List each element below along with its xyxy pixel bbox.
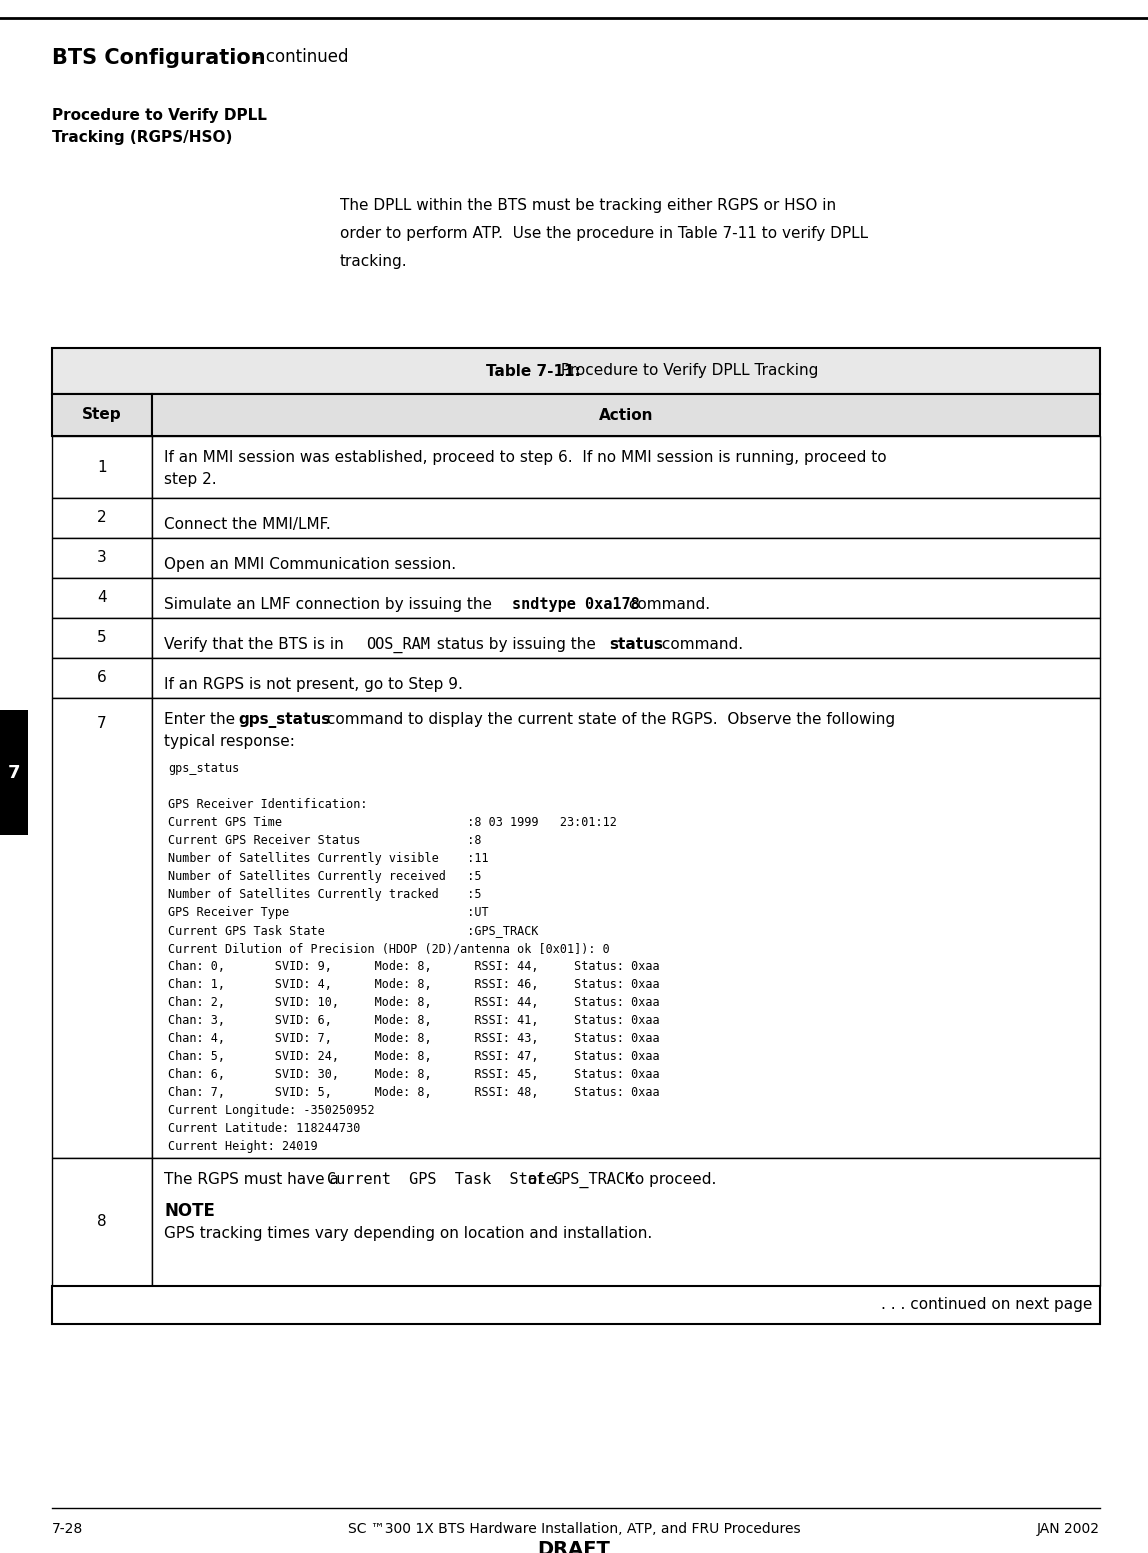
Bar [52, 578, 152, 618]
Text: Current GPS Receiver Status               :8: Current GPS Receiver Status :8 [168, 834, 481, 846]
Text: . . . continued on next page: . . . continued on next page [881, 1297, 1092, 1312]
Text: The RGPS must have a: The RGPS must have a [164, 1173, 343, 1186]
Bar [152, 499, 1100, 537]
Text: to proceed.: to proceed. [625, 1173, 716, 1186]
Text: 5: 5 [98, 631, 107, 646]
Text: Open an MMI Communication session.: Open an MMI Communication session. [164, 558, 456, 572]
Text: Procedure to Verify DPLL: Procedure to Verify DPLL [52, 109, 266, 123]
Bar [52, 499, 152, 537]
Text: If an RGPS is not present, go to Step 9.: If an RGPS is not present, go to Step 9. [164, 677, 463, 693]
Text: Verify that the BTS is in: Verify that the BTS is in [164, 637, 349, 652]
Text: Number of Satellites Currently visible    :11: Number of Satellites Currently visible :… [168, 853, 489, 865]
Text: 4: 4 [98, 590, 107, 606]
Text: Connect the MMI/LMF.: Connect the MMI/LMF. [164, 517, 331, 533]
Text: Chan: 4,       SVID: 7,      Mode: 8,      RSSI: 43,     Status: 0xaa: Chan: 4, SVID: 7, Mode: 8, RSSI: 43, Sta… [168, 1033, 660, 1045]
Text: Chan: 2,       SVID: 10,     Mode: 8,      RSSI: 44,     Status: 0xaa: Chan: 2, SVID: 10, Mode: 8, RSSI: 44, St… [168, 995, 660, 1009]
Text: Current  GPS  Task  State: Current GPS Task State [327, 1173, 556, 1186]
Text: BTS Configuration: BTS Configuration [52, 48, 265, 68]
Text: Chan: 1,       SVID: 4,      Mode: 8,      RSSI: 46,     Status: 0xaa: Chan: 1, SVID: 4, Mode: 8, RSSI: 46, Sta… [168, 978, 660, 991]
Text: 8: 8 [98, 1214, 107, 1230]
Bar [52, 1286, 1100, 1325]
Text: OOS_RAM: OOS_RAM [366, 637, 429, 654]
Text: Table 7-11:: Table 7-11: [486, 363, 581, 379]
Text: GPS_TRACK: GPS_TRACK [552, 1173, 634, 1188]
Bar [152, 658, 1100, 697]
Text: gps_status: gps_status [238, 711, 331, 727]
Text: Step: Step [83, 407, 122, 422]
Text: gps_status: gps_status [168, 763, 239, 775]
Text: GPS tracking times vary depending on location and installation.: GPS tracking times vary depending on loc… [164, 1225, 652, 1241]
Text: Current Latitude: 118244730: Current Latitude: 118244730 [168, 1121, 360, 1135]
Text: 6: 6 [98, 671, 107, 685]
Text: Chan: 7,       SVID: 5,      Mode: 8,      RSSI: 48,     Status: 0xaa: Chan: 7, SVID: 5, Mode: 8, RSSI: 48, Sta… [168, 1086, 660, 1100]
Text: order to perform ATP.  Use the procedure in Table 7-11 to verify DPLL: order to perform ATP. Use the procedure … [340, 227, 868, 241]
Bar [152, 618, 1100, 658]
Text: Procedure to Verify DPLL Tracking: Procedure to Verify DPLL Tracking [556, 363, 819, 379]
Text: JAN 2002: JAN 2002 [1037, 1522, 1100, 1536]
Text: step 2.: step 2. [164, 472, 217, 488]
Text: If an MMI session was established, proceed to step 6.  If no MMI session is runn: If an MMI session was established, proce… [164, 450, 886, 464]
Bar [52, 697, 152, 1159]
Text: Current GPS Task State                    :GPS_TRACK: Current GPS Task State :GPS_TRACK [168, 924, 538, 936]
Text: sndtype 0xa178: sndtype 0xa178 [512, 596, 639, 612]
Text: 7-28: 7-28 [52, 1522, 84, 1536]
Text: Current Height: 24019: Current Height: 24019 [168, 1140, 318, 1152]
Bar [152, 1159, 1100, 1286]
Text: 7: 7 [98, 716, 107, 731]
Bar [152, 436, 1100, 499]
Text: Current GPS Time                          :8 03 1999   23:01:12: Current GPS Time :8 03 1999 23:01:12 [168, 815, 616, 829]
Text: Tracking (RGPS/HSO): Tracking (RGPS/HSO) [52, 130, 232, 144]
Text: command to display the current state of the RGPS.  Observe the following: command to display the current state of … [321, 711, 895, 727]
Text: 2: 2 [98, 511, 107, 525]
Text: status by issuing the: status by issuing the [432, 637, 600, 652]
Bar [152, 537, 1100, 578]
Bar [52, 348, 1100, 394]
Text: – continued: – continued [247, 48, 349, 65]
Text: of: of [523, 1173, 548, 1186]
Text: 1: 1 [98, 460, 107, 475]
Text: tracking.: tracking. [340, 255, 408, 269]
Bar [52, 537, 152, 578]
Text: SC ™300 1X BTS Hardware Installation, ATP, and FRU Procedures: SC ™300 1X BTS Hardware Installation, AT… [348, 1522, 800, 1536]
Text: Number of Satellites Currently tracked    :5: Number of Satellites Currently tracked :… [168, 888, 481, 901]
Bar [52, 394, 152, 436]
Bar [52, 618, 152, 658]
Bar [0, 710, 28, 836]
Text: GPS Receiver Type                         :UT: GPS Receiver Type :UT [168, 905, 489, 919]
Text: command.: command. [625, 596, 711, 612]
Text: Chan: 6,       SVID: 30,     Mode: 8,      RSSI: 45,     Status: 0xaa: Chan: 6, SVID: 30, Mode: 8, RSSI: 45, St… [168, 1068, 660, 1081]
Text: DRAFT: DRAFT [537, 1541, 611, 1553]
Text: 3: 3 [98, 550, 107, 565]
Bar [52, 658, 152, 697]
Text: Current Longitude: -350250952: Current Longitude: -350250952 [168, 1104, 374, 1117]
Text: GPS Receiver Identification:: GPS Receiver Identification: [168, 798, 367, 811]
Bar [52, 436, 152, 499]
Text: Enter the: Enter the [164, 711, 240, 727]
Text: status: status [608, 637, 664, 652]
Text: Chan: 3,       SVID: 6,      Mode: 8,      RSSI: 41,     Status: 0xaa: Chan: 3, SVID: 6, Mode: 8, RSSI: 41, Sta… [168, 1014, 660, 1027]
Text: Number of Satellites Currently received   :5: Number of Satellites Currently received … [168, 870, 481, 884]
Text: typical response:: typical response: [164, 735, 295, 749]
Text: Chan: 5,       SVID: 24,     Mode: 8,      RSSI: 47,     Status: 0xaa: Chan: 5, SVID: 24, Mode: 8, RSSI: 47, St… [168, 1050, 660, 1062]
Text: Current Dilution of Precision (HDOP (2D)/antenna ok [0x01]): 0: Current Dilution of Precision (HDOP (2D)… [168, 943, 610, 955]
Text: command.: command. [657, 637, 743, 652]
Bar [52, 1159, 152, 1286]
Bar [152, 697, 1100, 1159]
Text: Action: Action [599, 407, 653, 422]
Text: 7: 7 [8, 764, 21, 781]
Text: The DPLL within the BTS must be tracking either RGPS or HSO in: The DPLL within the BTS must be tracking… [340, 197, 836, 213]
Bar [152, 578, 1100, 618]
Text: Simulate an LMF connection by issuing the: Simulate an LMF connection by issuing th… [164, 596, 497, 612]
Text: Chan: 0,       SVID: 9,      Mode: 8,      RSSI: 44,     Status: 0xaa: Chan: 0, SVID: 9, Mode: 8, RSSI: 44, Sta… [168, 960, 660, 974]
Bar [152, 394, 1100, 436]
Text: NOTE: NOTE [164, 1202, 215, 1221]
